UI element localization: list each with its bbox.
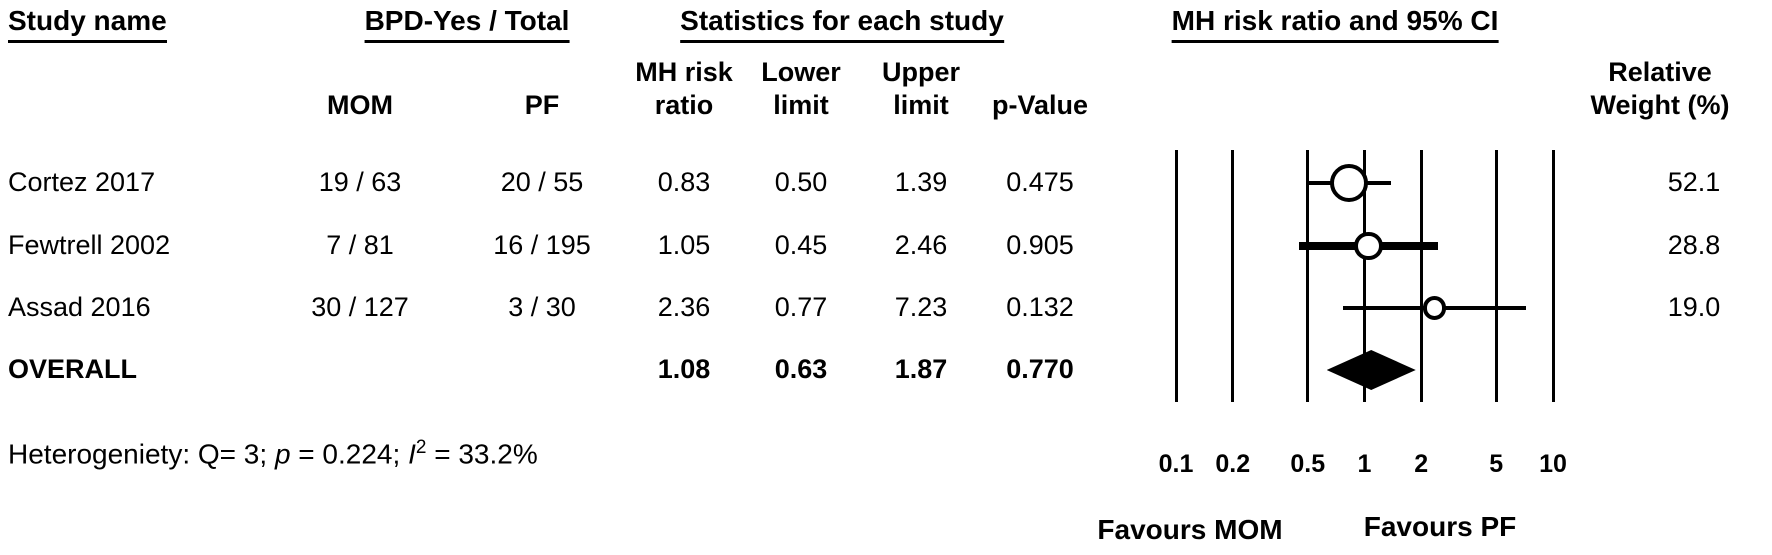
overall-p-value: 0.770 (1006, 354, 1074, 384)
col-header-rr-line1: MH risk (635, 57, 733, 87)
axis-tick-label: 0.5 (1290, 450, 1326, 478)
axis-gridline (1231, 150, 1235, 402)
axis-gridline (1551, 150, 1555, 402)
col-header-upper-line1: Upper (881, 57, 961, 87)
col-group-statistics: Statistics for each study (680, 5, 1004, 43)
mom-cell: 30 / 127 (311, 292, 409, 322)
mom-cell: 7 / 81 (326, 230, 394, 260)
weight-cell: 19.0 (1667, 292, 1721, 322)
pf-cell: 16 / 195 (493, 230, 591, 260)
axis-tick-label: 1 (1357, 450, 1372, 478)
lower-limit-cell: 0.50 (774, 167, 828, 197)
col-header-lower-line1: Lower (761, 57, 841, 87)
pf-cell: 3 / 30 (508, 292, 576, 322)
effect-size-circle (1330, 163, 1369, 203)
axis-tick-label: 0.1 (1158, 450, 1194, 478)
p-value-cell: 0.905 (1006, 230, 1074, 260)
axis-tick-label: 5 (1489, 450, 1504, 478)
col-header-mom: MOM (327, 90, 393, 120)
heterogeneity-p: = 0.224; (290, 438, 409, 470)
risk-ratio-cell: 1.05 (657, 230, 711, 260)
overall-diamond (1326, 350, 1416, 390)
study-name-cell: Assad 2016 (8, 292, 151, 322)
axis-gridline (1419, 150, 1423, 402)
risk-ratio-cell: 2.36 (657, 292, 711, 322)
study-name-cell: Fewtrell 2002 (8, 230, 171, 260)
axis-gridline (1363, 150, 1366, 402)
upper-limit-cell: 1.39 (894, 167, 948, 197)
upper-limit-cell: 7.23 (894, 292, 948, 322)
favours-left-label: Favours MOM (1097, 514, 1283, 545)
weight-cell: 52.1 (1667, 167, 1721, 197)
col-header-weight-line1: Relative (1608, 57, 1712, 87)
favours-right-label: Favours PF (1363, 511, 1517, 542)
col-header-pf: PF (524, 90, 560, 120)
overall-label: OVERALL (8, 354, 138, 384)
axis-tick-label: 10 (1539, 450, 1567, 478)
overall-upper: 1.87 (894, 354, 948, 384)
overall-risk-ratio: 1.08 (657, 354, 711, 384)
effect-size-circle (1354, 231, 1383, 261)
overall-lower: 0.63 (774, 354, 828, 384)
axis-gridline (1494, 150, 1498, 402)
p-value-cell: 0.475 (1006, 167, 1074, 197)
col-group-bpd-total: BPD-Yes / Total (364, 5, 570, 43)
effect-size-circle (1423, 296, 1447, 320)
col-header-weight-line2: Weight (%) (1590, 90, 1730, 120)
col-group-study-name: Study name (8, 5, 167, 43)
col-header-rr-line2: ratio (654, 90, 714, 120)
axis-gridline (1174, 150, 1178, 402)
heterogeneity-prefix: Heterogeniety: Q= 3; (8, 438, 275, 470)
col-header-p-value: p-Value (991, 90, 1089, 120)
pf-cell: 20 / 55 (500, 167, 584, 197)
i-squared-exponent: 2 (415, 437, 427, 458)
p-symbol: p (274, 438, 291, 470)
i-squared-symbol: I (408, 438, 416, 470)
axis-tick-label: 2 (1414, 450, 1429, 478)
weight-cell: 28.8 (1667, 230, 1721, 260)
mom-cell: 19 / 63 (318, 167, 402, 197)
upper-limit-cell: 2.46 (894, 230, 948, 260)
risk-ratio-cell: 0.83 (657, 167, 711, 197)
lower-limit-cell: 0.77 (774, 292, 828, 322)
axis-tick-label: 0.2 (1215, 450, 1251, 478)
col-group-risk-ratio-ci: MH risk ratio and 95% CI (1171, 5, 1499, 43)
col-header-upper-line2: limit (893, 90, 949, 120)
heterogeneity-i2: = 33.2% (426, 438, 538, 470)
p-value-cell: 0.132 (1006, 292, 1074, 322)
axis-gridline (1306, 150, 1310, 402)
heterogeneity-note: Heterogeniety: Q= 3; p = 0.224; I2 = 33.… (8, 437, 538, 470)
study-name-cell: Cortez 2017 (8, 167, 156, 197)
col-header-lower-line2: limit (773, 90, 829, 120)
lower-limit-cell: 0.45 (774, 230, 828, 260)
